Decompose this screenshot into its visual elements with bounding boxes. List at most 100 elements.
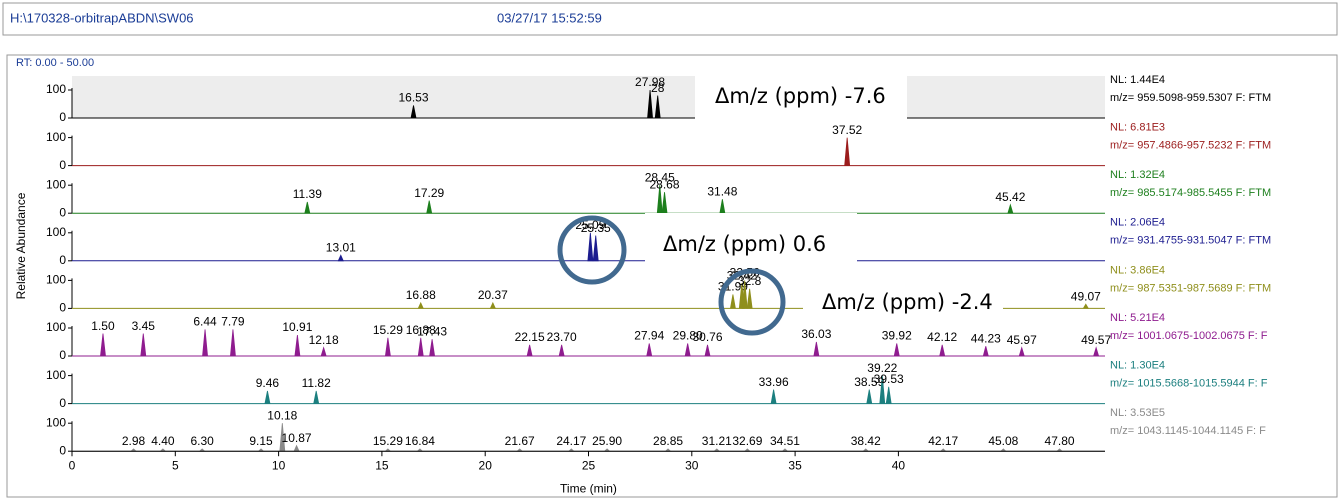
annotation-box [803, 284, 1003, 320]
peak [526, 344, 533, 357]
peak [558, 344, 565, 357]
peak-label: 34.51 [770, 434, 800, 448]
x-tick-label: 40 [892, 458, 906, 472]
peak [741, 280, 748, 309]
peak [879, 375, 886, 404]
peak-label: 31.48 [707, 184, 737, 198]
y-tick-label: 0 [59, 348, 66, 362]
peak-label: 17.29 [414, 186, 444, 200]
y-tick-label: 100 [46, 225, 66, 239]
peak [982, 346, 989, 357]
peak [304, 201, 311, 214]
peak-label: 30.76 [692, 330, 722, 344]
normalization-level: NL: 1.44E4 [1110, 74, 1165, 86]
y-axis-label: Relative Abundance [14, 192, 28, 299]
peak [1007, 203, 1014, 214]
peak-label: 49.57 [1081, 333, 1111, 347]
peak-label: 24.17 [556, 434, 586, 448]
mass-filter: m/z= 931.4755-931.5047 F: FTM [1110, 235, 1271, 247]
peak-label: 36.03 [801, 327, 831, 341]
mass-filter: m/z= 1015.5668-1015.5944 F: F [1110, 378, 1268, 390]
peak-label: 9.46 [256, 376, 280, 390]
peak [939, 344, 946, 357]
peak-label: 25.90 [592, 434, 622, 448]
peak-label: 28.85 [653, 434, 683, 448]
peak-label: 42.17 [928, 434, 958, 448]
peak-label: 17.43 [417, 324, 447, 338]
peak-label: 45.97 [1007, 333, 1037, 347]
peak-label: 1.50 [91, 319, 115, 333]
peak-label: 22.15 [515, 330, 545, 344]
y-tick-label: 100 [46, 273, 66, 287]
peak [729, 294, 736, 309]
peak-label: 10.87 [282, 431, 312, 445]
mass-filter: m/z= 987.5351-987.5689 F: FTM [1110, 282, 1271, 294]
y-tick-label: 100 [46, 177, 66, 191]
peak [202, 329, 208, 357]
peak [844, 137, 851, 166]
y-tick-label: 0 [59, 396, 66, 410]
y-tick-label: 100 [46, 320, 66, 334]
peak [429, 339, 436, 357]
peak-label: 3.45 [132, 319, 156, 333]
peak [410, 105, 417, 119]
peak-label: 39.22 [867, 361, 897, 375]
peak-label: 16.53 [398, 91, 428, 105]
peak-label: 38.42 [851, 434, 881, 448]
peak-label: 32.8 [738, 274, 762, 288]
y-tick-label: 100 [46, 415, 66, 429]
peak [140, 333, 147, 357]
peak [1018, 346, 1025, 357]
highlight-circle [557, 215, 627, 285]
peak-label: 2.98 [122, 434, 146, 448]
peak [337, 254, 344, 262]
normalization-level: NL: 3.86E4 [1110, 264, 1165, 276]
peak-label: 37.52 [832, 123, 862, 137]
peak-label: 27.94 [634, 329, 664, 343]
normalization-level: NL: 2.06E4 [1110, 217, 1165, 229]
panel-background [72, 76, 1105, 118]
peak [587, 232, 594, 262]
y-tick-label: 100 [46, 82, 66, 96]
highlight-circle [718, 268, 786, 336]
normalization-level: NL: 6.81E3 [1110, 122, 1165, 134]
peak-label: 39.53 [874, 372, 904, 386]
peak [746, 288, 753, 309]
peak-label: 45.08 [988, 434, 1018, 448]
peak-label: 9.15 [249, 434, 273, 448]
annotation: Δm/z (ppm) -2.4 [822, 290, 993, 314]
y-tick-label: 0 [59, 158, 66, 172]
normalization-level: NL: 1.32E4 [1110, 169, 1165, 181]
y-tick-label: 0 [59, 110, 66, 124]
x-tick-label: 30 [685, 458, 699, 472]
y-tick-label: 0 [59, 253, 66, 267]
peak-label: 31.21 [702, 434, 732, 448]
peak [885, 386, 892, 404]
y-tick-label: 0 [59, 301, 66, 315]
peak-label: 25.35 [581, 221, 611, 235]
peak-label: 33.96 [759, 375, 789, 389]
peak-label: 47.80 [1045, 434, 1075, 448]
peak-label: 6.44 [193, 315, 217, 329]
peak-label: 32.69 [732, 434, 762, 448]
y-tick-label: 0 [59, 205, 66, 219]
peak-label: 38.59 [854, 375, 884, 389]
mass-filter: m/z= 959.5098-959.5307 F: FTM [1110, 92, 1271, 104]
peak [294, 334, 301, 357]
mass-filter: m/z= 985.5174-985.5455 F: FTM [1110, 187, 1271, 199]
peak [1093, 346, 1100, 357]
mass-filter: m/z= 1001.0675-1002.0675 F: F [1110, 330, 1268, 342]
peak [230, 329, 236, 357]
peak-label: 13.01 [326, 240, 356, 254]
peak [654, 95, 661, 119]
peak-label: 12.18 [309, 333, 339, 347]
peak-label: 39.92 [882, 329, 912, 343]
peak-label: 6.30 [190, 434, 214, 448]
timestamp: 03/27/17 15:52:59 [497, 10, 602, 25]
peak [646, 343, 653, 357]
peak-label: 28.45 [645, 170, 675, 184]
peak-label: 44.23 [971, 331, 1001, 345]
peak-label: 4.40 [151, 434, 175, 448]
peak-label: 42.12 [927, 330, 957, 344]
